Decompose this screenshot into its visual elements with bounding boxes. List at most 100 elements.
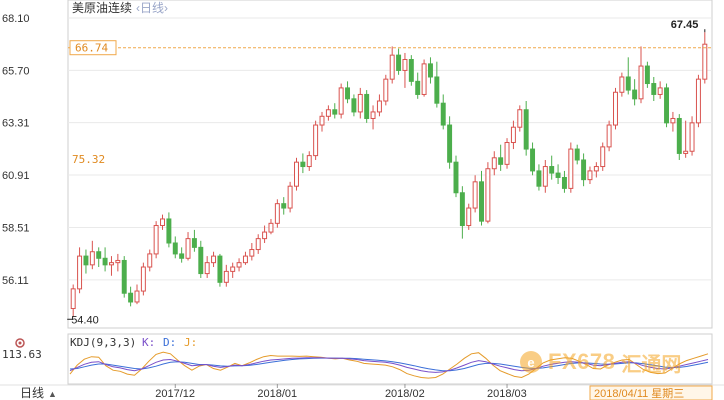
candle-body-23 xyxy=(217,255,223,283)
candle-62 xyxy=(466,203,472,230)
candle-body-93 xyxy=(664,87,670,124)
price-panel-frame xyxy=(67,0,713,329)
candle-body-22 xyxy=(211,255,217,264)
candle-body-15 xyxy=(166,218,172,244)
candle-body-99 xyxy=(702,43,708,80)
candle-body-77 xyxy=(561,176,567,189)
y-tick-label-4: 65.70 xyxy=(2,65,30,77)
candle-38 xyxy=(313,120,319,160)
kdj-d-line xyxy=(69,357,709,372)
candle-body-4 xyxy=(96,251,102,259)
candle-body-74 xyxy=(542,166,548,187)
candle-28 xyxy=(249,242,255,261)
candle-body-91 xyxy=(651,83,657,95)
period-selector[interactable]: 日线 ▲ xyxy=(20,386,57,400)
candle-31 xyxy=(268,218,274,235)
candle-67 xyxy=(498,144,504,171)
kdj-panel-frame xyxy=(67,333,713,385)
candle-body-63 xyxy=(472,181,478,209)
candle-body-98 xyxy=(695,78,701,124)
candle-60 xyxy=(453,155,459,198)
candle-55 xyxy=(421,59,427,97)
candle-body-33 xyxy=(281,203,287,209)
candle-0 xyxy=(70,284,76,318)
candle-body-42 xyxy=(338,87,344,115)
candle-65 xyxy=(485,162,491,224)
candle-68 xyxy=(504,138,510,169)
candle-34 xyxy=(287,181,293,213)
candle-body-66 xyxy=(491,157,497,170)
candle-body-14 xyxy=(160,218,165,227)
candle-5 xyxy=(102,247,108,272)
candle-20 xyxy=(198,240,204,278)
x-tick-label-1: 2018/01 xyxy=(257,388,297,400)
candle-body-9 xyxy=(128,292,134,303)
candle-body-47 xyxy=(370,111,376,119)
candle-body-68 xyxy=(504,142,510,165)
candle-96 xyxy=(683,120,689,158)
candle-body-35 xyxy=(294,161,299,187)
candle-body-86 xyxy=(619,76,625,93)
candle-9 xyxy=(128,286,134,307)
candle-body-0 xyxy=(70,288,76,310)
candle-32 xyxy=(274,199,280,228)
candle-30 xyxy=(262,225,268,243)
candle-body-55 xyxy=(421,63,427,95)
y-tick-label-3: 63.31 xyxy=(2,118,30,130)
candle-body-10 xyxy=(134,290,140,303)
candlesticks xyxy=(70,32,708,318)
period-selector-arrow-icon[interactable]: ▲ xyxy=(48,389,57,399)
kdj-j-label: J: xyxy=(184,336,197,349)
candle-body-44 xyxy=(351,98,357,113)
candle-16 xyxy=(172,236,178,259)
candle-70 xyxy=(517,105,523,132)
candle-body-56 xyxy=(427,63,433,78)
candle-body-49 xyxy=(383,78,389,102)
candle-78 xyxy=(568,142,574,193)
candle-body-64 xyxy=(479,181,484,222)
candle-body-20 xyxy=(198,246,204,275)
chart-title: 美原油连续 ‹日线› xyxy=(72,0,168,15)
candle-87 xyxy=(625,57,631,95)
candle-body-85 xyxy=(613,91,618,126)
candle-46 xyxy=(364,90,370,123)
candle-43 xyxy=(345,81,351,104)
candle-47 xyxy=(370,105,376,130)
candle-6 xyxy=(108,256,114,276)
kdj-settings-icon[interactable] xyxy=(15,338,25,348)
candle-body-2 xyxy=(83,255,89,266)
candle-37 xyxy=(306,151,312,171)
candle-7 xyxy=(115,253,121,272)
candle-body-24 xyxy=(223,270,229,283)
date-readout: 2018/04/11 星期三 xyxy=(594,387,684,400)
candle-81 xyxy=(587,166,593,185)
candle-13 xyxy=(153,221,159,259)
period-selector-label[interactable]: 日线 xyxy=(20,386,44,400)
candle-body-82 xyxy=(593,166,599,172)
candle-body-39 xyxy=(319,115,325,126)
candle-body-8 xyxy=(121,259,127,294)
period-label[interactable]: ‹日线› xyxy=(136,1,168,15)
candle-body-94 xyxy=(670,117,676,124)
kdj-lines xyxy=(69,351,709,379)
candle-body-17 xyxy=(179,253,185,259)
candle-95 xyxy=(676,114,682,160)
candle-61 xyxy=(459,186,465,239)
kdj-d-label: D: xyxy=(163,336,176,349)
candle-body-37 xyxy=(306,155,312,168)
candle-79 xyxy=(574,144,580,165)
candle-51 xyxy=(396,48,402,75)
kdj-top-value: 113.63 xyxy=(2,348,42,361)
candle-75 xyxy=(549,155,555,180)
candle-body-65 xyxy=(485,168,491,222)
candle-body-76 xyxy=(555,172,561,178)
candle-body-54 xyxy=(415,80,421,95)
candle-56 xyxy=(427,57,433,84)
candle-body-58 xyxy=(440,102,446,126)
candle-12 xyxy=(147,249,153,272)
candle-body-61 xyxy=(459,192,465,227)
candle-33 xyxy=(281,197,287,215)
candle-body-6 xyxy=(108,262,114,266)
candle-body-16 xyxy=(172,242,178,255)
candle-body-38 xyxy=(313,124,319,157)
